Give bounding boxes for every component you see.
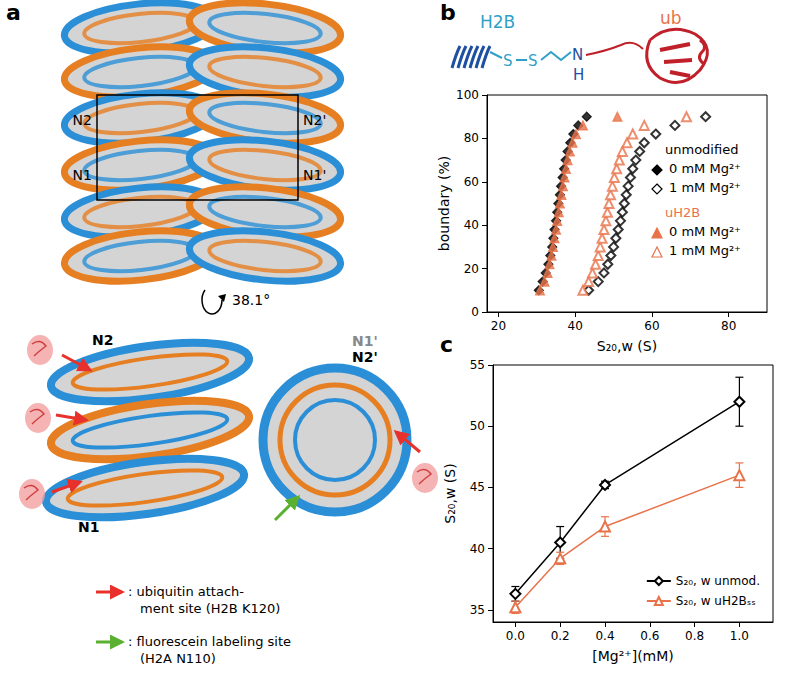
svg-text:50: 50 — [470, 419, 485, 433]
svg-text:60: 60 — [464, 175, 479, 189]
svg-text:[Mg²⁺](mM): [Mg²⁺](mM) — [592, 648, 674, 664]
svg-text:20: 20 — [491, 319, 506, 333]
svg-text:80: 80 — [721, 319, 736, 333]
svg-text:b: b — [440, 0, 456, 25]
svg-text:1 mM Mg²⁺: 1 mM Mg²⁺ — [669, 180, 741, 195]
svg-text:H: H — [573, 66, 584, 84]
svg-text:ub: ub — [660, 8, 682, 28]
svg-text:0.2: 0.2 — [551, 629, 570, 643]
svg-text:N1': N1' — [303, 167, 326, 183]
svg-text:0.8: 0.8 — [685, 629, 704, 643]
svg-text:0: 0 — [471, 305, 479, 319]
svg-text:a: a — [6, 0, 21, 25]
svg-text:S: S — [503, 52, 513, 70]
svg-text:unmodified: unmodified — [665, 142, 738, 157]
svg-text:55: 55 — [470, 358, 485, 372]
svg-text:60: 60 — [644, 319, 659, 333]
svg-text:45: 45 — [470, 480, 485, 494]
svg-text:100: 100 — [456, 88, 479, 102]
svg-text:N2': N2' — [352, 349, 378, 365]
svg-text:N2: N2 — [73, 112, 92, 128]
svg-text:1 mM Mg²⁺: 1 mM Mg²⁺ — [669, 243, 741, 258]
svg-text:S: S — [528, 52, 538, 70]
svg-text:: fluorescein labeling site: : fluorescein labeling site — [128, 634, 291, 649]
svg-text:: ubiquitin attach-: : ubiquitin attach- — [128, 584, 244, 599]
svg-text:0.4: 0.4 — [595, 629, 614, 643]
svg-text:0.0: 0.0 — [506, 629, 525, 643]
svg-text:40: 40 — [568, 319, 583, 333]
svg-text:S₂₀,w (S): S₂₀,w (S) — [597, 338, 657, 354]
svg-text:38.1°: 38.1° — [232, 292, 270, 308]
svg-text:N1: N1 — [73, 167, 92, 183]
svg-text:c: c — [440, 332, 453, 357]
svg-text:20: 20 — [464, 262, 479, 276]
svg-text:N2': N2' — [303, 112, 326, 128]
svg-text:S₂₀, w uH2Bₛₛ: S₂₀, w uH2Bₛₛ — [676, 594, 756, 608]
svg-text:40: 40 — [464, 218, 479, 232]
svg-text:boundary (%): boundary (%) — [436, 156, 452, 251]
svg-text:35: 35 — [470, 603, 485, 617]
svg-text:1.0: 1.0 — [730, 629, 749, 643]
svg-text:0 mM Mg²⁺: 0 mM Mg²⁺ — [669, 224, 741, 239]
svg-text:uH2B: uH2B — [665, 205, 700, 220]
svg-text:0 mM Mg²⁺: 0 mM Mg²⁺ — [669, 161, 741, 176]
svg-text:S₂₀, w unmod.: S₂₀, w unmod. — [676, 574, 760, 588]
svg-text:(H2A N110): (H2A N110) — [140, 651, 216, 666]
svg-text:N: N — [572, 46, 583, 64]
svg-text:H2B: H2B — [480, 12, 515, 32]
svg-text:40: 40 — [470, 542, 485, 556]
svg-text:ment site (H2B K120): ment site (H2B K120) — [140, 601, 280, 616]
svg-text:N1: N1 — [78, 519, 99, 535]
svg-text:80: 80 — [464, 131, 479, 145]
svg-text:0.6: 0.6 — [640, 629, 659, 643]
svg-text:N2: N2 — [92, 332, 113, 348]
svg-text:N1': N1' — [352, 333, 378, 349]
svg-text:S₂₀,w (S): S₂₀,w (S) — [442, 463, 458, 523]
